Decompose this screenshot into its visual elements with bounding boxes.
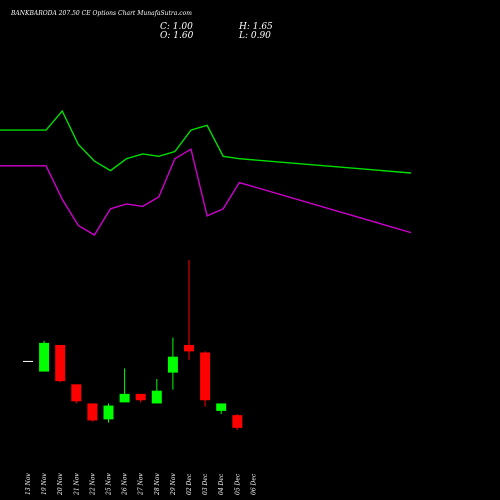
candle-body — [184, 345, 194, 352]
indicator-lines — [0, 109, 412, 236]
candle-body — [135, 393, 146, 401]
chart-title: BANKBARODA 207.50 CE Options Chart Munaf… — [11, 10, 192, 17]
candle-body — [167, 356, 178, 373]
candle — [71, 384, 82, 404]
candle-body — [200, 352, 211, 401]
candle — [39, 340, 50, 372]
candle — [167, 337, 178, 390]
candle — [184, 260, 194, 360]
candle-body — [216, 403, 227, 411]
candle — [103, 403, 114, 423]
x-tick-label: 06 Dec — [250, 473, 257, 495]
open-value: O: 1.60 — [160, 31, 194, 41]
x-tick-label: 03 Dec — [202, 473, 209, 495]
candle — [135, 393, 146, 403]
candle-body — [151, 390, 162, 404]
x-tick-label: 13 Nov — [25, 473, 32, 495]
x-tick-label: 22 Nov — [89, 473, 96, 496]
x-tick-label: 27 Nov — [138, 473, 145, 496]
candle — [55, 345, 66, 383]
x-axis-labels: 13 Nov 19 Nov 20 Nov 21 Nov 22 Nov 25 Nov 26 N… — [25, 473, 257, 496]
candle — [232, 414, 243, 430]
indicator-line-2 — [0, 148, 412, 236]
candle — [216, 403, 227, 415]
x-tick-label: 25 Nov — [106, 473, 113, 496]
indicator-line-1 — [0, 109, 412, 174]
candle-body — [71, 384, 82, 402]
candle-body — [23, 360, 33, 362]
x-tick-label: 28 Nov — [154, 473, 161, 496]
candle-body — [119, 393, 130, 403]
candle — [151, 379, 162, 404]
x-tick-label: 05 Dec — [234, 473, 241, 495]
close-value: C: 1.00 — [160, 22, 193, 32]
candles — [23, 260, 243, 430]
x-tick-label: 26 Nov — [122, 473, 129, 496]
x-tick-label: 19 Nov — [41, 473, 48, 495]
x-tick-label: 04 Dec — [218, 473, 225, 495]
candle-body — [232, 415, 243, 428]
candle — [87, 403, 98, 422]
x-tick-label: 02 Dec — [186, 473, 193, 495]
x-tick-label: 20 Nov — [57, 473, 64, 496]
candle — [200, 351, 211, 407]
high-value: H: 1.65 — [239, 22, 273, 32]
x-tick-label: 29 Nov — [170, 473, 177, 496]
candle — [119, 368, 130, 403]
candle-body — [55, 345, 66, 382]
low-value: L: 0.90 — [239, 31, 271, 41]
candle-body — [39, 342, 50, 372]
x-tick-label: 21 Nov — [73, 473, 80, 496]
candle-body — [103, 405, 114, 420]
candle-body — [87, 403, 98, 421]
candle — [23, 360, 33, 362]
